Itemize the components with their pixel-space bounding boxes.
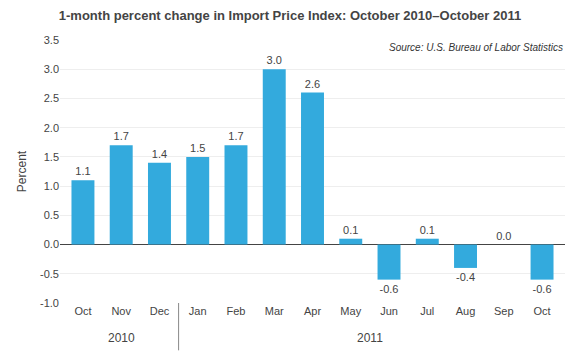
svg-text:Jan: Jan bbox=[189, 305, 207, 317]
svg-text:Nov: Nov bbox=[111, 305, 131, 317]
svg-text:2011: 2011 bbox=[357, 331, 383, 345]
svg-text:3.5: 3.5 bbox=[44, 34, 59, 46]
svg-text:0.1: 0.1 bbox=[420, 224, 435, 236]
svg-text:2.6: 2.6 bbox=[305, 78, 320, 90]
svg-text:0.1: 0.1 bbox=[343, 224, 358, 236]
svg-text:3.0: 3.0 bbox=[44, 63, 59, 75]
svg-text:1.0: 1.0 bbox=[44, 180, 59, 192]
svg-text:Jul: Jul bbox=[420, 305, 434, 317]
svg-text:2010: 2010 bbox=[108, 331, 135, 345]
svg-text:1.7: 1.7 bbox=[114, 130, 129, 142]
svg-text:2.5: 2.5 bbox=[44, 92, 59, 104]
svg-text:0.5: 0.5 bbox=[44, 209, 59, 221]
svg-text:Jun: Jun bbox=[380, 305, 398, 317]
svg-text:-1.0: -1.0 bbox=[40, 297, 59, 309]
svg-text:Apr: Apr bbox=[304, 305, 321, 317]
svg-text:1.5: 1.5 bbox=[44, 151, 59, 163]
svg-text:2.0: 2.0 bbox=[44, 122, 59, 134]
svg-text:0.0: 0.0 bbox=[496, 230, 511, 242]
svg-text:0.0: 0.0 bbox=[44, 238, 59, 250]
svg-text:-0.5: -0.5 bbox=[40, 268, 59, 280]
svg-text:-0.4: -0.4 bbox=[456, 271, 475, 283]
svg-text:1.7: 1.7 bbox=[228, 130, 243, 142]
svg-text:-0.6: -0.6 bbox=[533, 283, 552, 295]
svg-text:Sep: Sep bbox=[494, 305, 514, 317]
svg-text:Source: U.S. Bureau of Labor S: Source: U.S. Bureau of Labor Statistics bbox=[389, 42, 563, 53]
svg-text:1-month percent change in Impo: 1-month percent change in Import Price I… bbox=[59, 8, 521, 23]
svg-text:1.1: 1.1 bbox=[75, 165, 90, 177]
svg-text:3.0: 3.0 bbox=[267, 54, 282, 66]
svg-text:Oct: Oct bbox=[74, 305, 91, 317]
svg-text:Percent: Percent bbox=[15, 150, 29, 192]
svg-text:May: May bbox=[340, 305, 361, 317]
svg-text:-0.6: -0.6 bbox=[380, 283, 399, 295]
svg-text:Feb: Feb bbox=[226, 305, 245, 317]
svg-text:Oct: Oct bbox=[533, 305, 550, 317]
svg-text:Aug: Aug bbox=[456, 305, 476, 317]
svg-text:1.4: 1.4 bbox=[152, 148, 167, 160]
svg-text:1.5: 1.5 bbox=[190, 142, 205, 154]
svg-text:Mar: Mar bbox=[265, 305, 284, 317]
svg-text:Dec: Dec bbox=[150, 305, 170, 317]
